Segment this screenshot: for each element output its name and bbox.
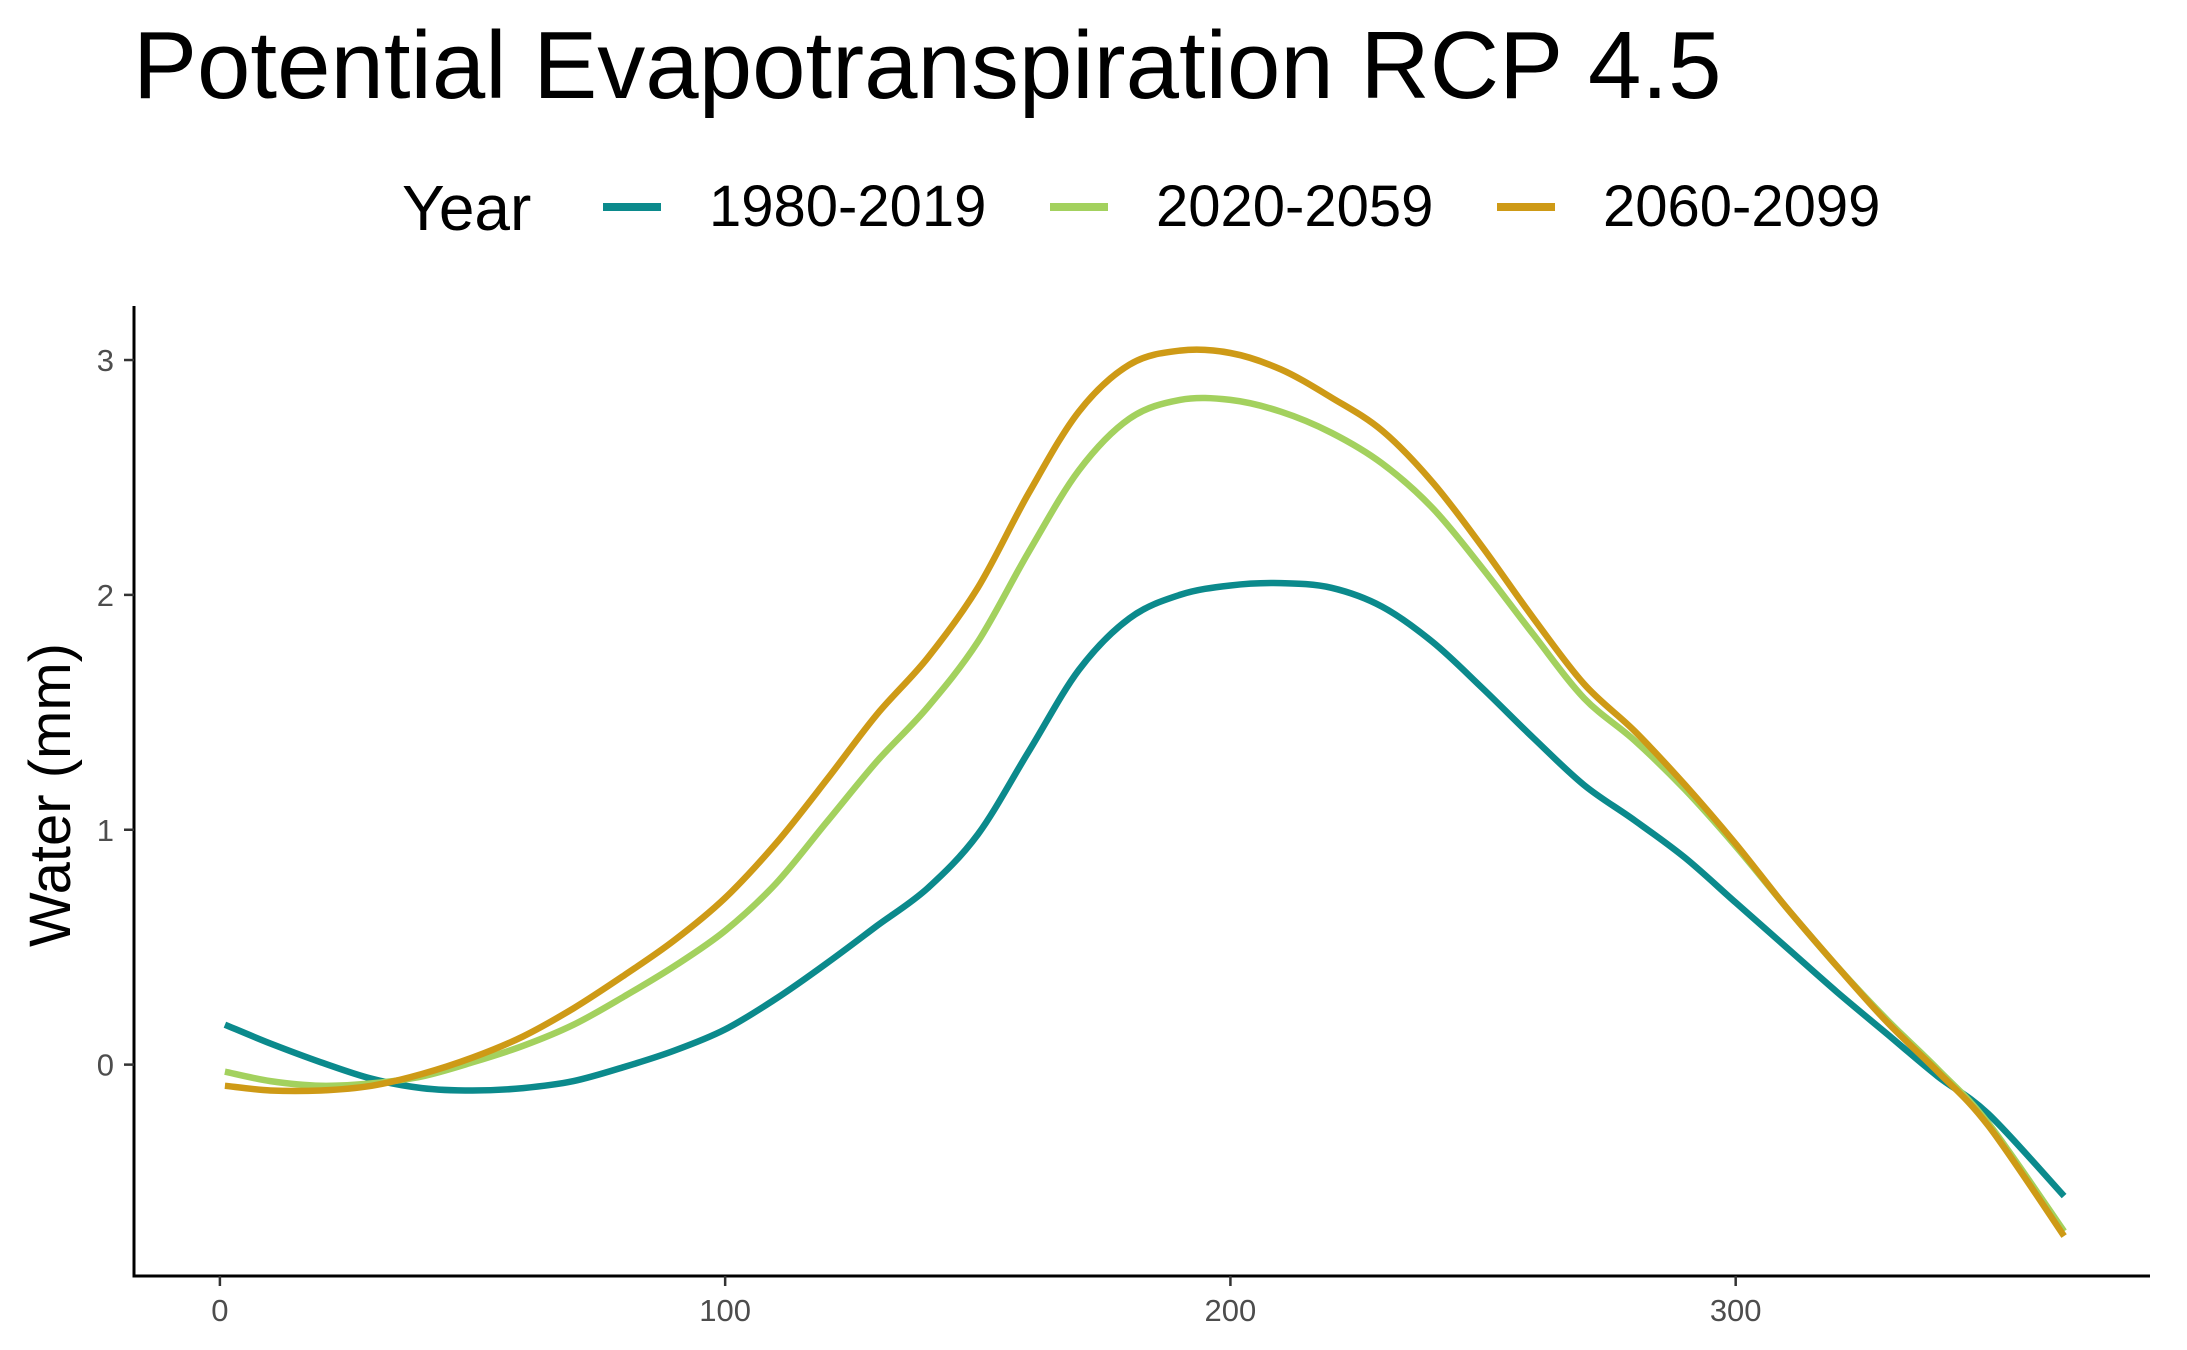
legend-label: 2020-2059 — [1156, 174, 1433, 239]
series-line-1980-2019 — [223, 579, 2067, 1199]
legend-title: Year — [402, 172, 531, 244]
x-tick-label: 0 — [211, 1293, 228, 1328]
y-tick-label: 0 — [97, 1048, 114, 1083]
x-tick-label: 300 — [1710, 1293, 1762, 1328]
legend-item-1980-2019: 1980-2019 — [603, 174, 986, 239]
legend: Year 1980-2019 2020-2059 2060-2099 — [402, 172, 1880, 244]
legend-item-2060-2099: 2060-2099 — [1497, 174, 1880, 239]
x-tick-label: 200 — [1205, 1293, 1257, 1328]
y-tick-label: 3 — [97, 343, 114, 378]
y-tick-label: 1 — [97, 813, 114, 848]
series-line-2020-2059 — [224, 394, 2067, 1234]
series-line-2060-2099 — [224, 346, 2067, 1238]
chart-title: Potential Evapotranspiration RCP 4.5 — [133, 12, 1722, 119]
plot-area: 0 100 200 300 0 1 2 3 — [97, 306, 2150, 1328]
y-tick-label: 2 — [97, 578, 114, 613]
legend-item-2020-2059: 2020-2059 — [1050, 174, 1433, 239]
legend-label: 2060-2099 — [1603, 174, 1880, 239]
legend-label: 1980-2019 — [709, 174, 986, 239]
y-axis-title: Water (mm) — [18, 643, 83, 947]
x-tick-label: 100 — [699, 1293, 751, 1328]
